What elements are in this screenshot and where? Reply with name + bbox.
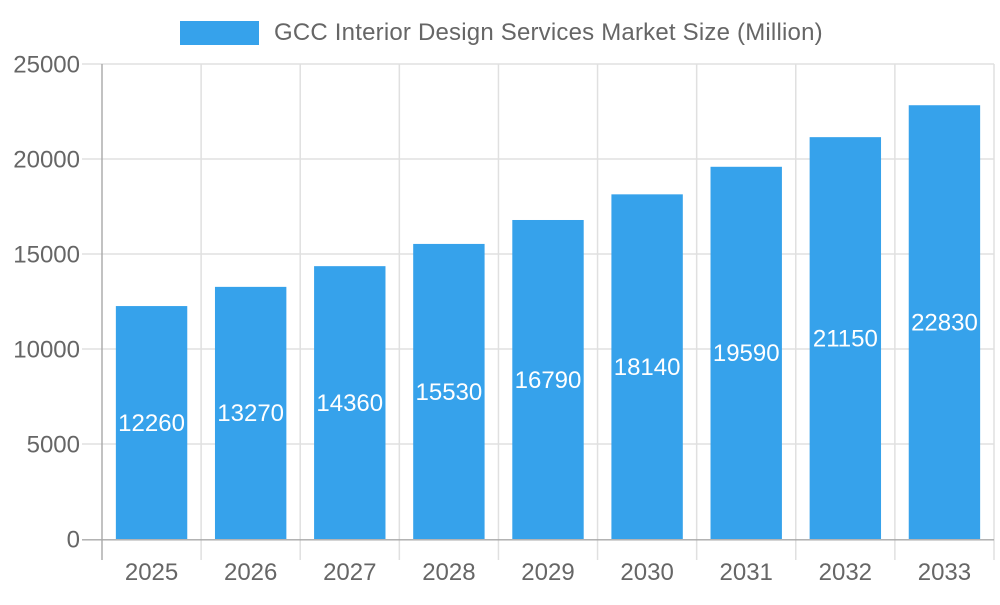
svg-text:2026: 2026 <box>224 559 277 586</box>
svg-text:13270: 13270 <box>217 400 284 427</box>
svg-text:2027: 2027 <box>323 559 376 586</box>
svg-text:10000: 10000 <box>13 336 80 363</box>
svg-text:2031: 2031 <box>720 559 773 586</box>
svg-text:18140: 18140 <box>614 354 681 381</box>
svg-text:25000: 25000 <box>13 51 80 78</box>
svg-text:2033: 2033 <box>918 559 971 586</box>
svg-text:5000: 5000 <box>27 431 80 458</box>
svg-text:21150: 21150 <box>813 325 878 352</box>
svg-text:15530: 15530 <box>416 379 483 406</box>
svg-text:15000: 15000 <box>13 241 80 268</box>
svg-text:2032: 2032 <box>819 559 872 586</box>
svg-text:16790: 16790 <box>515 367 582 394</box>
svg-text:12260: 12260 <box>118 410 185 437</box>
svg-text:0: 0 <box>67 526 80 553</box>
svg-text:19590: 19590 <box>713 340 780 367</box>
svg-text:22830: 22830 <box>911 309 978 336</box>
svg-text:GCC Interior Design Services M: GCC Interior Design Services Market Size… <box>274 19 823 46</box>
svg-text:2028: 2028 <box>422 559 475 586</box>
svg-text:14360: 14360 <box>316 390 383 417</box>
svg-text:2030: 2030 <box>620 559 673 586</box>
svg-text:2029: 2029 <box>521 559 574 586</box>
svg-text:20000: 20000 <box>13 146 80 173</box>
svg-text:2025: 2025 <box>125 559 178 586</box>
